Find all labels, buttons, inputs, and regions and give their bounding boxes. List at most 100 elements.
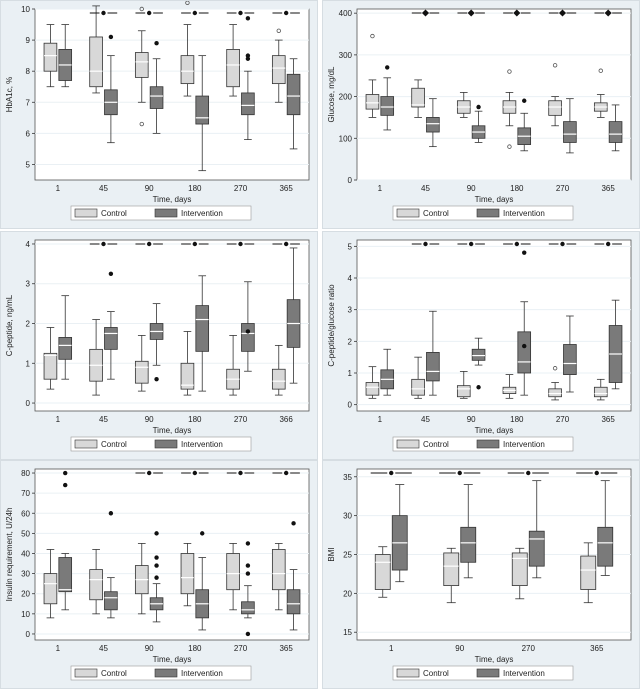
control-box	[226, 553, 240, 591]
intervention-box	[563, 344, 577, 375]
intervention-outlier	[154, 531, 159, 536]
legend-swatch-intervention	[154, 668, 178, 678]
x-axis-label: Time, days	[153, 426, 192, 435]
y-tick-label: 8	[26, 67, 31, 76]
x-tick-label: 366	[279, 415, 293, 424]
control-box	[374, 554, 391, 590]
control-box	[89, 569, 103, 601]
intervention-outlier	[200, 531, 205, 536]
y-tick-label: 60	[21, 509, 30, 518]
control-box	[180, 362, 195, 390]
significance-marker	[238, 10, 243, 16]
y-axis-label: Glucose, mg/dL	[327, 66, 336, 123]
y-tick-label: 4	[26, 240, 31, 249]
legend-label-control: Control	[101, 209, 127, 218]
intervention-box	[104, 591, 118, 611]
significance-marker	[605, 241, 611, 247]
plot-area	[356, 239, 632, 412]
intervention-box	[426, 117, 440, 133]
intervention-outlier	[154, 376, 159, 382]
significance-marker	[457, 470, 462, 476]
intervention-outlier	[291, 521, 296, 526]
significance-marker	[423, 241, 428, 247]
y-tick-label: 25	[343, 551, 352, 560]
intervention-box	[241, 92, 255, 116]
intervention-box	[195, 305, 210, 352]
x-tick-label: 365	[279, 184, 293, 193]
intervention-outlier	[476, 385, 481, 390]
control-box	[226, 49, 240, 88]
y-tick-label: 3	[348, 306, 353, 315]
chart-cpeptide: 0 1 2 3 4 C-peptide, ng/mL 1 45 90 180 270 366 Time,…	[5, 239, 310, 452]
significance-marker	[101, 10, 106, 16]
panel-cpg-ratio: 0 1 2 3 4 5 C-peptide/glucose ratio 1 45 90 180 270…	[322, 231, 640, 460]
y-tick-label: 40	[21, 549, 30, 558]
significance-marker	[146, 241, 152, 247]
intervention-box	[58, 337, 73, 360]
control-box	[580, 555, 597, 590]
intervention-box	[426, 352, 440, 382]
x-tick-label: 180	[188, 644, 202, 653]
control-outlier	[507, 144, 512, 149]
significance-marker	[594, 470, 599, 476]
x-tick-label: 365	[601, 415, 615, 424]
significance-marker	[146, 10, 152, 16]
significance-marker	[238, 241, 243, 247]
panel-insulin: 0 10 20 30 40 50 60 70 80 Insulin requirement, U/…	[0, 460, 318, 689]
legend-swatch-intervention	[154, 439, 178, 449]
y-axis-label: HbA1c, %	[5, 77, 14, 113]
x-tick-label: 1	[56, 184, 61, 193]
x-tick-label: 1	[56, 415, 61, 424]
y-tick-label: 400	[339, 9, 353, 18]
chart-bmi: 15 20 25 30 35 BMI 1 90 270 365 Time, days Control I…	[327, 468, 632, 681]
y-tick-label: 1	[26, 359, 31, 368]
control-outlier	[552, 63, 558, 68]
x-tick-label: 270	[556, 415, 570, 424]
y-tick-label: 1	[348, 369, 353, 378]
legend-label-intervention: Intervention	[181, 209, 223, 218]
intervention-outlier	[245, 631, 251, 637]
significance-marker	[283, 241, 289, 247]
control-box	[134, 360, 149, 384]
control-box	[548, 100, 562, 116]
significance-marker	[421, 9, 430, 17]
x-tick-label: 90	[467, 184, 476, 193]
intervention-outlier	[476, 104, 481, 110]
control-box	[511, 552, 528, 586]
panel-hba1c: 5 6 7 8 9 10 HbA1c, % 1 45 90 180 270 365 Time, days C…	[0, 0, 318, 229]
legend-swatch-intervention	[476, 439, 500, 449]
intervention-outlier	[63, 470, 68, 476]
intervention-outlier	[245, 329, 251, 334]
y-tick-label: 0	[348, 401, 353, 410]
plot-area	[34, 8, 310, 181]
control-box	[365, 382, 380, 396]
intervention-outlier	[245, 563, 251, 568]
chart-insulin: 0 10 20 30 40 50 60 70 80 Insulin requirement, U/…	[5, 468, 310, 681]
x-tick-label: 365	[601, 184, 615, 193]
x-tick-label: 90	[145, 644, 154, 653]
y-tick-label: 4	[348, 274, 353, 283]
y-tick-label: 70	[21, 489, 30, 498]
plot-area	[356, 8, 632, 181]
x-axis-label: Time, days	[475, 655, 514, 664]
x-tick-label: 180	[188, 184, 202, 193]
y-tick-label: 5	[26, 160, 31, 169]
legend-label-intervention: Intervention	[503, 440, 545, 449]
control-box	[365, 94, 380, 110]
control-outlier	[139, 121, 144, 127]
intervention-box	[104, 327, 118, 350]
intervention-outlier	[385, 65, 390, 70]
intervention-outlier	[108, 34, 114, 40]
x-tick-label: 45	[421, 184, 430, 193]
intervention-outlier	[154, 555, 159, 560]
x-tick-label: 90	[145, 184, 154, 193]
y-tick-label: 3	[26, 280, 31, 289]
y-tick-label: 7	[26, 98, 31, 107]
x-tick-label: 1	[389, 644, 394, 653]
control-box	[411, 87, 425, 108]
y-tick-label: 2	[348, 337, 353, 346]
intervention-box	[241, 323, 255, 352]
significance-marker	[192, 10, 198, 16]
y-tick-label: 50	[21, 529, 30, 538]
y-tick-label: 2	[26, 320, 31, 329]
